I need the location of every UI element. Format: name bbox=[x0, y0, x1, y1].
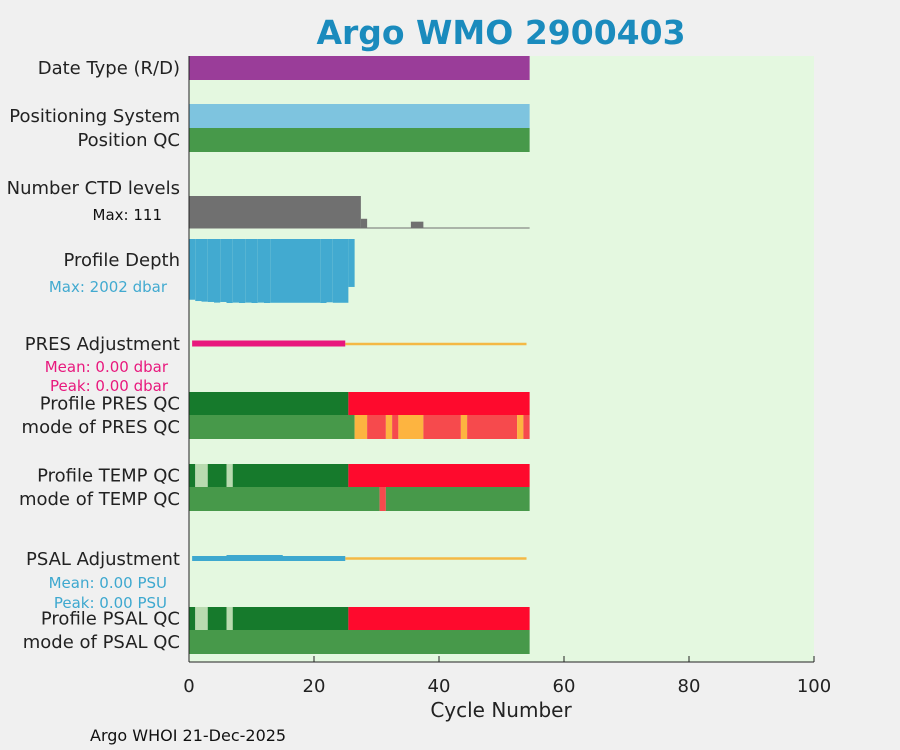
date-type-segment bbox=[189, 56, 530, 80]
ctd-levels-label: Number CTD levels bbox=[7, 178, 180, 199]
profile-depth-bar bbox=[239, 239, 246, 303]
position-qc-bar bbox=[189, 128, 530, 152]
profile-psal-qc-segment bbox=[207, 607, 227, 630]
profile-psal-qc-segment bbox=[195, 607, 208, 630]
profile-temp-qc-segment bbox=[348, 464, 530, 487]
profile-depth-bar bbox=[270, 239, 321, 303]
mode-pres-qc-segment bbox=[189, 415, 355, 439]
profile-depth-bar bbox=[201, 239, 208, 302]
mode-pres-qc-segment bbox=[392, 415, 399, 439]
profile-psal-qc-segment bbox=[189, 607, 196, 630]
x-tick-label: 80 bbox=[678, 676, 701, 697]
mode-pres-qc-segment bbox=[460, 415, 468, 439]
mode-pres-qc-bar bbox=[189, 415, 530, 439]
profile-temp-qc-label: Profile TEMP QC bbox=[37, 466, 180, 487]
profile-depth-max-label: Max: 2002 dbar bbox=[49, 278, 168, 296]
mode-pres-qc-segment bbox=[354, 415, 368, 439]
mode-psal-qc-bar bbox=[189, 630, 530, 654]
x-tick-label: 0 bbox=[183, 676, 194, 697]
profile-depth-bar bbox=[214, 239, 221, 303]
profile-psal-qc-label: Profile PSAL QC bbox=[41, 609, 180, 630]
profile-pres-qc-segment bbox=[348, 392, 530, 415]
mode-temp-qc-bar bbox=[189, 487, 530, 511]
ctd-max-label: Max: 111 bbox=[93, 206, 162, 224]
profile-depth-bar bbox=[207, 239, 214, 302]
mode-temp-qc-label: mode of TEMP QC bbox=[19, 489, 180, 510]
profile-depth-bar bbox=[326, 239, 333, 303]
date-type-bar bbox=[189, 56, 530, 80]
x-axis-label: Cycle Number bbox=[430, 698, 572, 722]
ctd-level-bar bbox=[189, 196, 361, 228]
x-axis-ticks: 0 20 40 60 80 100 bbox=[183, 656, 831, 697]
profile-depth-bar bbox=[226, 239, 233, 303]
psal-adjustment-lines bbox=[192, 555, 527, 561]
row-labels: Date Type (R/D) Positioning System Positio… bbox=[7, 58, 180, 653]
x-tick-label: 40 bbox=[428, 676, 451, 697]
mode-temp-qc-segment bbox=[189, 487, 380, 511]
profile-depth-bar bbox=[320, 239, 327, 303]
position-qc-label: Position QC bbox=[77, 130, 180, 151]
x-tick-label: 100 bbox=[797, 676, 831, 697]
profile-temp-qc-segment bbox=[232, 464, 349, 487]
psal-adjustment-label: PSAL Adjustment bbox=[26, 549, 180, 570]
profile-psal-qc-bar bbox=[189, 607, 530, 630]
profile-depth-bar bbox=[220, 239, 227, 302]
profile-pres-qc-segment bbox=[189, 392, 349, 415]
profile-depth-label: Profile Depth bbox=[63, 250, 180, 271]
chart-title: Argo WMO 2900403 bbox=[316, 13, 685, 52]
profile-depth-bar bbox=[257, 239, 264, 303]
ctd-level-bar bbox=[360, 218, 368, 228]
chart-marks bbox=[189, 56, 530, 654]
ctd-level-bar bbox=[410, 221, 424, 228]
x-tick-label: 20 bbox=[303, 676, 326, 697]
profile-temp-qc-segment bbox=[207, 464, 227, 487]
psal-mean-label: Mean: 0.00 PSU bbox=[49, 574, 167, 592]
mode-pres-qc-segment bbox=[467, 415, 518, 439]
position-qc-segment bbox=[189, 128, 530, 152]
mode-pres-qc-segment bbox=[523, 415, 530, 439]
profile-depth-bar bbox=[245, 239, 252, 303]
ctd-levels-bars bbox=[189, 196, 530, 229]
mode-pres-qc-segment bbox=[517, 415, 524, 439]
mode-pres-qc-segment bbox=[423, 415, 461, 439]
x-tick-label: 60 bbox=[553, 676, 576, 697]
positioning-system-label: Positioning System bbox=[9, 106, 180, 127]
profile-psal-qc-segment bbox=[232, 607, 349, 630]
profile-temp-qc-bar bbox=[189, 464, 530, 487]
psal-peak-label: Peak: 0.00 PSU bbox=[54, 594, 167, 612]
profile-pres-qc-label: Profile PRES QC bbox=[40, 394, 180, 415]
footer-credit: Argo WHOI 21-Dec-2025 bbox=[90, 726, 286, 745]
date-type-label: Date Type (R/D) bbox=[38, 58, 180, 79]
positioning-system-segment bbox=[189, 104, 530, 128]
profile-psal-qc-segment bbox=[226, 607, 233, 630]
profile-depth-bar bbox=[251, 239, 258, 303]
profile-depth-bar bbox=[348, 239, 355, 287]
profile-pres-qc-bar bbox=[189, 392, 530, 415]
profile-depth-bar bbox=[332, 239, 349, 303]
mode-pres-qc-label: mode of PRES QC bbox=[22, 417, 180, 438]
pres-adjustment-lines bbox=[192, 340, 527, 347]
mode-psal-qc-label: mode of PSAL QC bbox=[23, 632, 180, 653]
pres-adjustment-label: PRES Adjustment bbox=[25, 334, 180, 355]
profile-psal-qc-segment bbox=[348, 607, 530, 630]
mode-pres-qc-segment bbox=[367, 415, 386, 439]
pres-peak-label: Peak: 0.00 dbar bbox=[50, 377, 169, 395]
positioning-system-bar bbox=[189, 104, 530, 128]
profile-temp-qc-segment bbox=[195, 464, 208, 487]
profile-depth-bar bbox=[264, 239, 271, 303]
mode-pres-qc-segment bbox=[398, 415, 424, 439]
profile-depth-bar bbox=[189, 239, 196, 300]
profile-temp-qc-segment bbox=[189, 464, 196, 487]
mode-psal-qc-segment bbox=[189, 630, 530, 654]
mode-temp-qc-segment bbox=[385, 487, 530, 511]
profile-temp-qc-segment bbox=[226, 464, 233, 487]
profile-depth-bars bbox=[189, 239, 355, 303]
mode-temp-qc-segment bbox=[379, 487, 386, 511]
profile-depth-bar bbox=[195, 239, 202, 302]
pres-mean-label: Mean: 0.00 dbar bbox=[45, 358, 169, 376]
mode-pres-qc-segment bbox=[385, 415, 393, 439]
profile-depth-bar bbox=[232, 239, 239, 303]
